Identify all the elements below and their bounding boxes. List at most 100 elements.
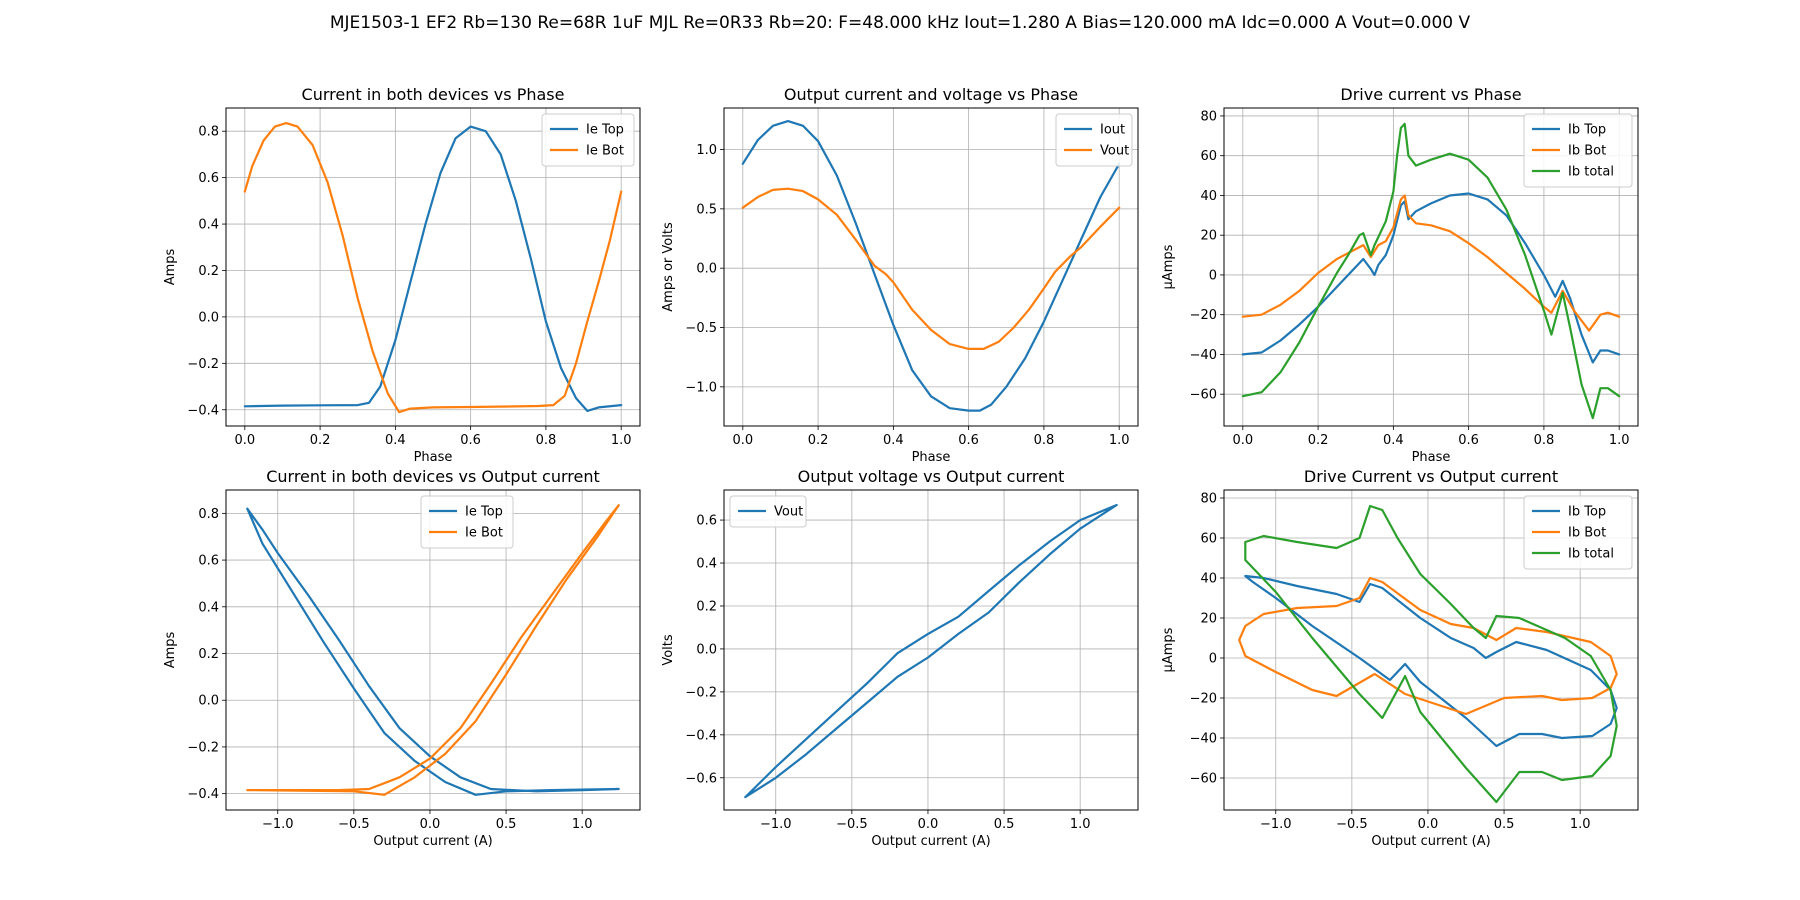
axes-frame: [225, 489, 641, 811]
y-tick-label: −40: [1190, 732, 1217, 747]
y-tick-label: 0.2: [198, 264, 219, 279]
y-tick-label: 60: [1200, 532, 1217, 547]
x-tick-label: −0.5: [836, 817, 868, 832]
y-tick-label: 80: [1200, 109, 1217, 124]
y-tick-label: −0.6: [685, 771, 717, 786]
legend-box: [1523, 113, 1633, 188]
y-axis-label: Amps: [163, 248, 178, 285]
x-tick-label: −1.0: [262, 817, 294, 832]
y-tick-label: 0.8: [198, 125, 219, 140]
x-tick-label: 0.2: [808, 433, 829, 448]
x-tick-label: 0.4: [1383, 433, 1404, 448]
legend-label: Ie Top: [586, 123, 624, 138]
x-tick-label: −1.0: [760, 817, 792, 832]
y-tick-label: 0.6: [696, 514, 717, 529]
series-line-vout: [744, 503, 1118, 799]
y-tick-label: 0.6: [198, 554, 219, 569]
x-axis-label: Output current (A): [373, 834, 492, 849]
x-axis-label: Phase: [1412, 450, 1451, 465]
x-tick-label: 0.5: [496, 817, 517, 832]
y-tick-label: 0.2: [198, 647, 219, 662]
legend: Vout: [729, 495, 807, 528]
y-tick-label: 80: [1200, 492, 1217, 507]
y-tick-label: −0.5: [685, 321, 717, 336]
y-tick-label: 40: [1200, 189, 1217, 204]
chart-title: Output voltage vs Output current: [798, 467, 1065, 486]
x-tick-label: 0.2: [310, 433, 331, 448]
axes-frame: [1223, 107, 1639, 427]
legend-label: Ie Bot: [465, 526, 503, 541]
x-tick-label: 0.0: [420, 817, 441, 832]
y-tick-label: 0.6: [198, 171, 219, 186]
y-tick-label: 0.0: [696, 642, 717, 657]
y-tick-label: 0: [1209, 652, 1217, 667]
legend: Iout Vout: [1055, 113, 1133, 167]
x-tick-label: 0.6: [1458, 433, 1479, 448]
axes-frame: [723, 107, 1139, 427]
x-tick-label: 0.6: [958, 433, 979, 448]
series-line-ib-top: [1241, 192, 1621, 364]
x-tick-label: 0.0: [234, 433, 255, 448]
figure-title: MJE1503-1 EF2 Rb=130 Re=68R 1uF MJL Re=0…: [329, 13, 1471, 33]
legend-box: [1523, 495, 1633, 570]
y-axis-label: Amps or Volts: [661, 222, 676, 312]
x-axis-label: Phase: [414, 450, 453, 465]
x-tick-label: 0.8: [536, 433, 557, 448]
x-tick-label: −1.0: [1260, 817, 1292, 832]
legend: Ie Top Ie Bot: [541, 113, 635, 167]
chart-title: Drive Current vs Output current: [1304, 467, 1558, 486]
y-tick-label: −40: [1190, 348, 1217, 363]
y-tick-label: 0: [1209, 268, 1217, 283]
y-tick-label: 20: [1200, 612, 1217, 627]
legend-label: Iout: [1100, 123, 1125, 138]
series-line-ie-bot: [243, 122, 623, 414]
x-tick-label: 0.0: [1418, 817, 1439, 832]
series-line-ie-top: [246, 507, 620, 796]
x-tick-label: 0.4: [883, 433, 904, 448]
y-tick-label: 0.4: [198, 218, 219, 233]
axes-frame: [723, 489, 1139, 811]
x-tick-label: 1.0: [611, 433, 632, 448]
y-tick-label: 0.0: [696, 262, 717, 277]
x-tick-label: 1.0: [1109, 433, 1130, 448]
legend-box: [420, 495, 514, 549]
y-tick-label: −60: [1190, 388, 1217, 403]
y-tick-label: 0.0: [198, 694, 219, 709]
x-tick-label: 1.0: [1070, 817, 1091, 832]
y-tick-label: 0.0: [198, 310, 219, 325]
x-tick-label: −0.5: [1336, 817, 1368, 832]
y-tick-label: 1.0: [696, 143, 717, 158]
series-line-ib-bot: [1241, 194, 1621, 332]
series-line-ib-total: [1241, 122, 1621, 420]
x-axis-label: Phase: [912, 450, 951, 465]
x-tick-label: 1.0: [1609, 433, 1630, 448]
y-tick-label: −20: [1190, 308, 1217, 323]
y-axis-label: µAmps: [1161, 244, 1176, 289]
legend-label: Ie Bot: [586, 144, 624, 159]
x-tick-label: 1.0: [1570, 817, 1591, 832]
x-tick-label: 0.0: [918, 817, 939, 832]
y-tick-label: −0.2: [187, 740, 219, 755]
series-line-ib-bot: [1238, 576, 1618, 716]
chart-title: Output current and voltage vs Phase: [784, 85, 1078, 104]
y-tick-label: −1.0: [685, 380, 717, 395]
y-tick-label: 0.4: [696, 557, 717, 572]
x-tick-label: 0.0: [1232, 433, 1253, 448]
series-line-ib-top: [1244, 574, 1618, 748]
y-tick-label: −0.2: [187, 357, 219, 372]
x-tick-label: −0.5: [338, 817, 370, 832]
y-tick-label: −60: [1190, 772, 1217, 787]
legend-label: Ib Bot: [1568, 144, 1606, 159]
x-tick-label: 0.0: [732, 433, 753, 448]
legend-label: Ib total: [1568, 547, 1614, 562]
x-axis-label: Output current (A): [1371, 834, 1490, 849]
legend-box: [729, 495, 807, 528]
x-axis-label: Output current (A): [871, 834, 990, 849]
series-line-iout: [741, 120, 1121, 412]
